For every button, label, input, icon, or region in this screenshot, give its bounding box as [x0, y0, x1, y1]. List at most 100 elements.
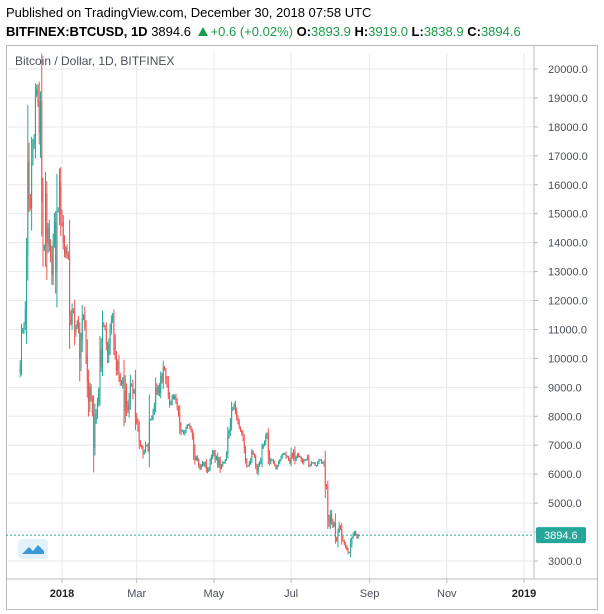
candle [262, 443, 264, 450]
candle [336, 536, 338, 542]
candle [60, 167, 62, 237]
candle [288, 455, 290, 461]
candle [241, 429, 243, 436]
candle [102, 310, 104, 376]
candle [285, 451, 287, 459]
candle [195, 455, 197, 461]
candle [75, 324, 77, 337]
candle [143, 449, 145, 455]
candle [328, 514, 330, 528]
candle [350, 538, 352, 558]
candle [162, 360, 164, 389]
candle [217, 452, 219, 469]
tradingview-logo-icon[interactable] [18, 539, 48, 559]
candle [232, 406, 234, 412]
candle [295, 455, 297, 462]
candle [124, 375, 126, 423]
candle [252, 450, 254, 455]
candle [265, 433, 267, 445]
time-axis-ticks: 2018 Mar May Jul Sep Nov 2019 [50, 579, 536, 600]
candle [131, 383, 133, 387]
candle [80, 332, 82, 371]
candle [22, 327, 24, 334]
candle [338, 521, 340, 534]
candle [229, 418, 231, 436]
candle [95, 409, 97, 425]
candle [274, 460, 276, 467]
candle [145, 441, 147, 453]
candle [57, 207, 59, 213]
candle [134, 369, 136, 431]
candle [166, 375, 168, 388]
candle [269, 449, 271, 466]
candle [175, 393, 177, 404]
candle [250, 458, 252, 465]
price-chart[interactable]: 3000.04000.05000.06000.07000.08000.09000… [6, 45, 598, 610]
candle [256, 463, 258, 474]
candle [104, 325, 106, 331]
candle [51, 245, 53, 285]
candle [33, 134, 35, 149]
candle [160, 371, 162, 399]
candle [332, 518, 334, 529]
candle [191, 428, 193, 440]
time-tick-label: 2019 [512, 588, 536, 600]
quote-line: BITFINEX:BTCUSD, 1D 3894.6 +0.6 (+0.02%)… [6, 22, 598, 42]
candle [323, 460, 325, 467]
candle [198, 458, 200, 469]
price-axis-ticks: 3000.04000.05000.06000.07000.08000.09000… [534, 64, 588, 568]
candle [215, 455, 217, 461]
candle [212, 449, 214, 460]
chart-frame [6, 45, 598, 610]
candle [284, 452, 286, 455]
candle [320, 459, 322, 465]
candle [47, 223, 49, 254]
candle [193, 432, 195, 461]
candle [71, 303, 73, 330]
candle [334, 513, 336, 544]
candle [331, 510, 333, 525]
candle [65, 246, 67, 259]
candle [171, 394, 173, 406]
candle [183, 430, 185, 435]
candle [108, 338, 110, 363]
candle [19, 359, 21, 378]
candle [218, 456, 220, 468]
price-tick-label: 7000.0 [548, 440, 582, 452]
candle [98, 387, 100, 407]
candle [275, 464, 277, 470]
candle [94, 403, 96, 456]
candle [151, 415, 153, 421]
candle [270, 457, 272, 465]
candle [62, 215, 64, 250]
candle [246, 458, 248, 468]
candle [155, 377, 157, 413]
candle [147, 442, 149, 453]
candle [351, 536, 353, 548]
candle [158, 383, 160, 397]
time-tick-label: 2018 [50, 588, 74, 600]
candle [119, 372, 121, 386]
price-tick-label: 17000.0 [548, 151, 588, 163]
candle [70, 310, 72, 326]
candle [93, 395, 95, 473]
candle [219, 456, 221, 473]
high-value: 3919.0 [368, 24, 408, 39]
candle [88, 369, 90, 417]
candle [133, 388, 135, 394]
candle [26, 237, 28, 345]
candle [199, 463, 201, 471]
price-tick-label: 13000.0 [548, 267, 588, 279]
candle [45, 172, 47, 267]
candle [184, 429, 186, 436]
candle [277, 460, 279, 467]
candle [248, 461, 250, 467]
candle [164, 365, 166, 371]
candle [20, 323, 22, 376]
candle [179, 404, 181, 434]
candle [293, 449, 295, 461]
symbol-label: BITFINEX:BTCUSD, 1D [6, 24, 148, 39]
candle [50, 239, 52, 263]
candle [79, 322, 81, 382]
candle [36, 84, 38, 97]
